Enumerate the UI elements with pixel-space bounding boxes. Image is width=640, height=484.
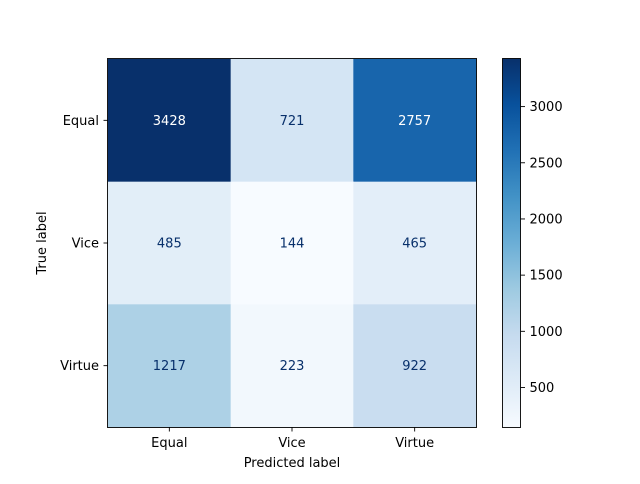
x-tick-label: Vice — [278, 436, 305, 451]
cell-value-label: 485 — [157, 237, 182, 252]
cell-value-label: 144 — [280, 237, 305, 252]
colorbar-tick-label: 1500 — [530, 269, 563, 284]
y-tick-label: Equal — [63, 114, 99, 129]
cell-value-label: 223 — [280, 359, 305, 374]
x-tick-label: Virtue — [395, 436, 434, 451]
colorbar-tick-label: 3000 — [530, 100, 563, 115]
x-axis-label: Predicted label — [244, 456, 341, 471]
colorbar-tick-label: 2000 — [530, 212, 563, 227]
heatmap-cell-labels: 3428 721 2757 485 144 465 1217 223 922 — [153, 114, 431, 374]
colorbar: 500 1000 1500 2000 2500 3000 — [502, 58, 563, 428]
heatmap-cell — [353, 59, 477, 183]
colorbar-tick-label: 2500 — [530, 156, 563, 171]
heatmap-cell — [230, 304, 354, 428]
heatmap-cell — [108, 181, 232, 305]
y-axis-ticks: Equal Vice Virtue — [60, 114, 108, 374]
heatmap-cell — [230, 59, 354, 183]
y-tick-label: Virtue — [60, 359, 99, 374]
heatmap-cells — [108, 59, 477, 428]
heatmap-cell — [353, 304, 477, 428]
y-tick-label: Vice — [72, 237, 99, 252]
heatmap-cell — [230, 181, 354, 305]
heatmap-cell — [108, 59, 232, 183]
x-tick-label: Equal — [151, 436, 187, 451]
x-axis-ticks: Equal Vice Virtue — [151, 427, 434, 451]
cell-value-label: 721 — [280, 114, 305, 129]
cell-value-label: 1217 — [153, 359, 186, 374]
heatmap-cell — [353, 181, 477, 305]
cell-value-label: 465 — [402, 237, 427, 252]
cell-value-label: 2757 — [398, 114, 431, 129]
colorbar-gradient — [502, 58, 521, 428]
cell-value-label: 3428 — [153, 114, 186, 129]
heatmap-cell — [108, 304, 232, 428]
y-axis-label: True label — [35, 211, 50, 275]
cell-value-label: 922 — [402, 359, 427, 374]
colorbar-tick-label: 1000 — [530, 325, 563, 340]
colorbar-ticks: 500 1000 1500 2000 2500 3000 — [520, 100, 563, 396]
colorbar-tick-label: 500 — [530, 381, 555, 396]
